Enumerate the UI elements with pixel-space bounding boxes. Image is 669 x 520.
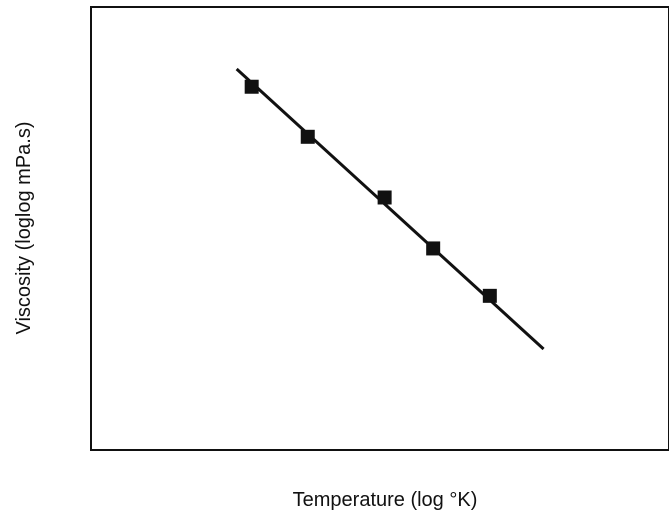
x-axis-label: Temperature (log °K) <box>293 489 478 511</box>
data-point-square <box>300 129 315 144</box>
fit-line <box>235 67 545 351</box>
data-point-square <box>426 241 441 256</box>
y-axis-label: Viscosity (loglog mPa.s) <box>13 121 35 334</box>
data-point-square <box>244 79 259 94</box>
plot-frame <box>90 6 669 451</box>
plot-marks <box>235 67 545 351</box>
data-point-square <box>377 190 392 205</box>
data-point-square <box>482 288 497 303</box>
